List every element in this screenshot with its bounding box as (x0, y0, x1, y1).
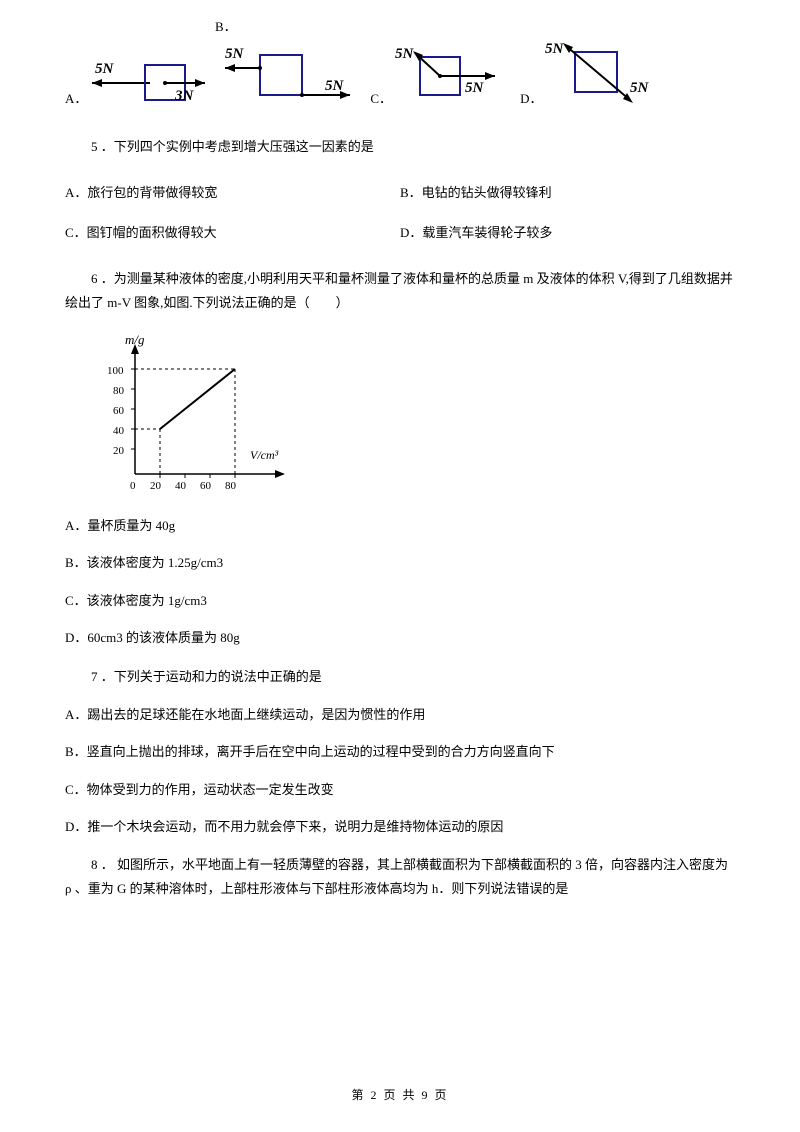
svg-text:60: 60 (113, 405, 125, 417)
q5-text: ．下列四个实例中考虑到增大压强这一因素的是 (101, 139, 374, 154)
q6-opt-b: B．该液体密度为 1.25g/cm3 (65, 551, 735, 574)
q6-opt-a: A．量杯质量为 40g (65, 514, 735, 537)
question-7: 7 ．下列关于运动和力的说法中正确的是 (65, 665, 735, 688)
q5-choices: A．旅行包的背带做得较宽 B．电钻的钻头做得较锋利 C．图钉帽的面积做得较大 D… (65, 173, 735, 252)
svg-text:80: 80 (113, 385, 125, 397)
svg-text:20: 20 (150, 480, 162, 492)
question-6: 6 ．为测量某种液体的密度,小明利用天平和量杯测量了液体和量杯的总质量 m 及液… (65, 267, 735, 314)
option-c-label: C． (370, 87, 392, 110)
diagram-row: B． A． 5N 3N 5N 5N C． 5N (65, 40, 735, 110)
option-d-label: D． (520, 87, 542, 110)
svg-text:V/cm³: V/cm³ (250, 448, 279, 462)
q5-opt-b: B．电钻的钻头做得较锋利 (400, 181, 735, 204)
q7-opt-c: C．物体受到力的作用，运动状态一定发生改变 (65, 778, 735, 801)
q7-opt-a: A．踢出去的足球还能在水地面上继续运动，是因为惯性的作用 (65, 703, 735, 726)
diagram-d: D． 5N 5N (520, 40, 665, 110)
svg-text:5N: 5N (630, 80, 650, 96)
q8-text: ． 如图所示，水平地面上有一轻质薄壁的容器，其上部横截面积为下部横截面积的 3 … (65, 857, 728, 895)
q7-number: 7 (91, 669, 98, 684)
diagram-c: C． 5N 5N (370, 45, 505, 110)
svg-text:80: 80 (225, 480, 237, 492)
svg-text:5N: 5N (325, 78, 345, 94)
force-diagram-a: 5N 3N (90, 55, 210, 110)
q6-text: ．为测量某种液体的密度,小明利用天平和量杯测量了液体和量杯的总质量 m 及液体的… (65, 271, 733, 309)
svg-text:3N: 3N (174, 88, 195, 104)
diagram-a: A． 5N 3N (65, 55, 210, 110)
q7-text: ．下列关于运动和力的说法中正确的是 (101, 669, 322, 684)
svg-text:20: 20 (113, 445, 125, 457)
svg-text:5N: 5N (95, 61, 115, 77)
svg-text:40: 40 (113, 425, 125, 437)
q5-opt-c: C．图钉帽的面积做得较大 (65, 221, 400, 244)
q5-number: 5 (91, 139, 98, 154)
question-5: 5 ．下列四个实例中考虑到增大压强这一因素的是 (65, 135, 735, 158)
diagram-b: 5N 5N (225, 40, 355, 110)
svg-text:0: 0 (130, 480, 136, 492)
svg-text:5N: 5N (395, 46, 415, 62)
svg-text:100: 100 (107, 365, 124, 377)
question-8: 8 ． 如图所示，水平地面上有一轻质薄壁的容器，其上部横截面积为下部横截面积的 … (65, 853, 735, 900)
option-b-label: B． (215, 15, 237, 38)
q5-opt-a: A．旅行包的背带做得较宽 (65, 181, 400, 204)
svg-text:60: 60 (200, 480, 212, 492)
q7-opt-d: D．推一个木块会运动，而不用力就会停下来，说明力是维持物体运动的原因 (65, 815, 735, 838)
svg-text:5N: 5N (545, 41, 565, 57)
force-diagram-d: 5N 5N (545, 40, 665, 110)
svg-text:5N: 5N (225, 46, 245, 62)
q7-opt-b: B．竖直向上抛出的排球，离开手后在空中向上运动的过程中受到的合力方向竖直向下 (65, 740, 735, 763)
q5-opt-d: D．载重汽车装得轮子较多 (400, 221, 735, 244)
q6-opt-c: C．该液体密度为 1g/cm3 (65, 589, 735, 612)
q6-number: 6 (91, 271, 98, 286)
q6-opt-d: D．60cm3 的该液体质量为 80g (65, 626, 735, 649)
option-a-label: A． (65, 87, 87, 110)
svg-text:40: 40 (175, 480, 187, 492)
page-footer: 第 2 页 共 9 页 (0, 1085, 800, 1107)
q8-number: 8 (91, 857, 98, 872)
svg-text:5N: 5N (465, 80, 485, 96)
mv-graph: m/g 100 80 60 40 20 0 20 40 60 80 V/cm³ (95, 329, 295, 499)
force-diagram-b: 5N 5N (225, 40, 355, 110)
q6-graph: m/g 100 80 60 40 20 0 20 40 60 80 V/cm³ (95, 329, 735, 499)
force-diagram-c: 5N 5N (395, 45, 505, 110)
